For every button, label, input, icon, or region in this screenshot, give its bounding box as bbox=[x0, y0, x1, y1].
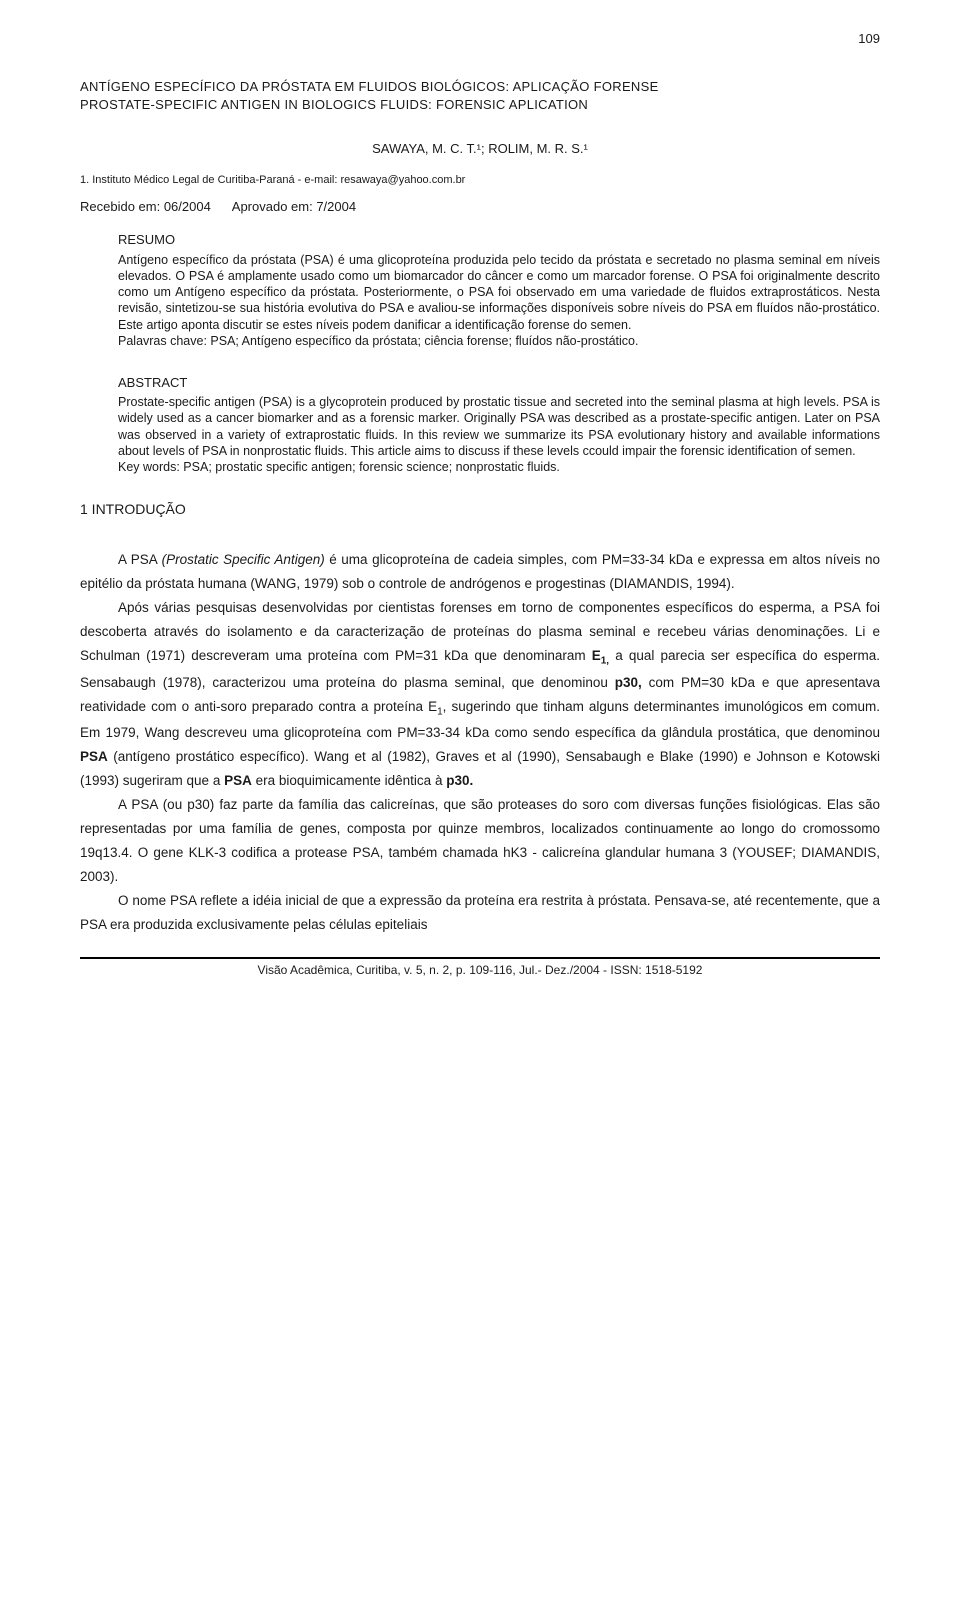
paragraph-2: Após várias pesquisas desenvolvidas por … bbox=[80, 596, 880, 793]
abstract-heading: ABSTRACT bbox=[118, 374, 880, 392]
title-english: PROSTATE-SPECIFIC ANTIGEN IN BIOLOGICS F… bbox=[80, 96, 880, 114]
date-approved: Aprovado em: 7/2004 bbox=[232, 199, 356, 214]
abstract-keywords: Key words: PSA; prostatic specific antig… bbox=[118, 459, 880, 475]
section-1-heading: 1 INTRODUÇÃO bbox=[80, 500, 880, 520]
resumo-heading: RESUMO bbox=[118, 231, 880, 249]
footer-citation: Visão Acadêmica, Curitiba, v. 5, n. 2, p… bbox=[80, 957, 880, 979]
submission-dates: Recebido em: 06/2004 Aprovado em: 7/2004 bbox=[80, 198, 880, 216]
authors-line: SAWAYA, M. C. T.¹; ROLIM, M. R. S.¹ bbox=[80, 140, 880, 158]
page-number: 109 bbox=[80, 30, 880, 48]
paragraph-1: A PSA (Prostatic Specific Antigen) é uma… bbox=[80, 548, 880, 596]
body-text: A PSA (Prostatic Specific Antigen) é uma… bbox=[80, 548, 880, 937]
resumo-body: Antígeno específico da próstata (PSA) é … bbox=[118, 252, 880, 333]
title-portuguese: ANTÍGENO ESPECÍFICO DA PRÓSTATA EM FLUID… bbox=[80, 78, 880, 96]
paragraph-3: A PSA (ou p30) faz parte da família das … bbox=[80, 793, 880, 889]
title-block: ANTÍGENO ESPECÍFICO DA PRÓSTATA EM FLUID… bbox=[80, 78, 880, 114]
date-received: Recebido em: 06/2004 bbox=[80, 199, 211, 214]
paragraph-4: O nome PSA reflete a idéia inicial de qu… bbox=[80, 889, 880, 937]
resumo-section: RESUMO Antígeno específico da próstata (… bbox=[118, 231, 880, 349]
affiliation: 1. Instituto Médico Legal de Curitiba-Pa… bbox=[80, 173, 880, 188]
abstract-body: Prostate-specific antigen (PSA) is a gly… bbox=[118, 394, 880, 459]
abstract-section: ABSTRACT Prostate-specific antigen (PSA)… bbox=[118, 374, 880, 475]
resumo-keywords: Palavras chave: PSA; Antígeno específico… bbox=[118, 333, 880, 349]
